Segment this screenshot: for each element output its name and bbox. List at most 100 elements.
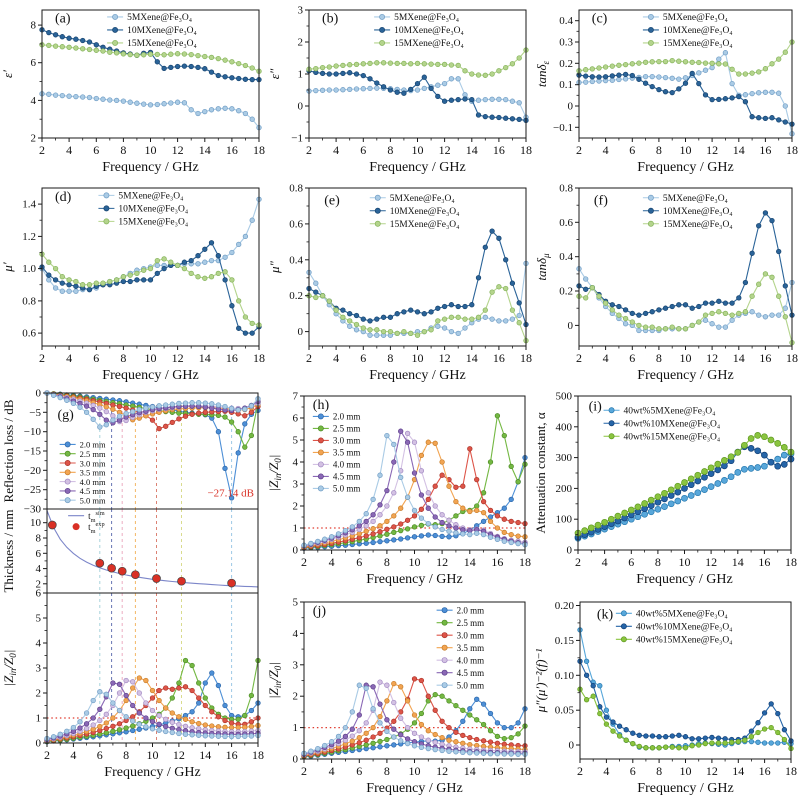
panel-letter: (f) (594, 193, 608, 208)
legend-item: 2.0 mm (312, 412, 360, 422)
x-tick-label: 12 (706, 764, 718, 778)
legend-label: 15MXene@Fe₃O₄ (118, 218, 188, 228)
x-tick-label: 6 (360, 351, 366, 365)
legend-label: tmexp (88, 521, 105, 535)
legend-label: 3.5 mm (457, 643, 485, 653)
x-tick-label: 16 (493, 143, 505, 157)
y-tick-label: 1 (293, 722, 299, 734)
x-tick-label: 6 (93, 143, 99, 157)
panel-letter: (b) (322, 12, 339, 27)
legend-item: 4.0 mm (59, 477, 106, 487)
y-tick-label: 3 (293, 659, 299, 671)
legend-item: 3.5 mm (312, 448, 361, 458)
panel-e: 0 0.2 0.4 0.6 0.8 μ″ (e) 5MXene@Fe₃O₄ 10MXene@Fe… (267, 180, 534, 388)
y-tick-label: 1.0 (22, 263, 36, 275)
chart-mu-prime: 0.6 0.8 1.0 1.2 1.4 μ′ (d) 5MXene@Fe₃O₄ 10MXene@… (0, 187, 265, 383)
y-tick-label: −5 (29, 407, 41, 419)
y-tick-label: 0.4 (559, 251, 573, 263)
legend-label: 3.5 mm (333, 448, 361, 458)
legend-label: 10MXene@Fe₃O₄ (127, 26, 197, 36)
legend-item: 3.0 mm (312, 436, 361, 446)
x-tick-label: 2 (44, 748, 50, 762)
data-series (306, 68, 529, 124)
legend-label: tmsim (88, 510, 105, 524)
x-tick-label: 14 (466, 143, 478, 157)
legend-item: 40wt%15MXene@Fe₃O₄ (615, 636, 733, 646)
panel-c: −0.1 0 0.1 0.2 0.3 0.4 tanδε (c) 5MXene@Fe₃O₄ 10M… (534, 2, 800, 180)
legend-label: 4.0 mm (333, 460, 361, 470)
x-tick-label: 10 (679, 555, 691, 569)
x-axis-label: Frequency / GHz (102, 160, 198, 175)
x-tick-label: 10 (409, 764, 421, 778)
panel-d: 0.6 0.8 1.0 1.2 1.4 μ′ (d) 5MXene@Fe₃O₄ 10MXene@… (0, 180, 267, 388)
subpanel-g-rl: 0 −5 −10 −15 −20 −25 −30 Reflection loss / dB (g… (1, 388, 261, 516)
y-tick-label: 0.4 (559, 15, 573, 27)
x-tick-label: 18 (253, 351, 265, 365)
x-tick-label: 4 (603, 143, 609, 157)
x-tick-label: 6 (630, 764, 636, 778)
legend-label: 5.0 mm (457, 680, 485, 690)
data-series (576, 210, 795, 318)
legend-label: 15MXene@Fe₃O₄ (390, 220, 460, 230)
y-tick-label: 0.1 (559, 79, 573, 91)
data-series (44, 675, 261, 744)
panel-letter: (i) (589, 400, 603, 415)
legend-label: 40wt%5MXene@Fe₃O₄ (636, 610, 728, 620)
subpanel-d: 0.6 0.8 1.0 1.2 1.4 μ′ (d) 5MXene@Fe₃O₄ 10MXene@… (0, 187, 262, 347)
legend-label: 10MXene@Fe₃O₄ (394, 26, 464, 36)
legend-label: 15MXene@Fe₃O₄ (394, 39, 464, 49)
y-tick-label: 0.6 (559, 217, 573, 229)
y-tick-label: 1 (36, 713, 42, 725)
y-tick-label: 200 (556, 483, 573, 495)
y-tick-label: 0.8 (289, 183, 303, 195)
x-tick-label: 18 (785, 555, 797, 569)
panel-letter: (a) (55, 12, 71, 27)
x-tick-label: 4 (602, 555, 608, 569)
x-tick-label: 18 (520, 143, 532, 157)
x-tick-label: 14 (464, 764, 476, 778)
x-tick-label: 18 (253, 143, 265, 157)
x-axis-label: Frequency / GHz (637, 160, 733, 175)
panel-g: 0 −5 −10 −15 −20 −25 −30 Reflection loss / dB (g… (0, 388, 267, 805)
y-axis-label: |Zin/Z0| (267, 455, 283, 492)
x-tick-label: 12 (706, 351, 718, 365)
y-axis-label: μ″ (267, 260, 282, 274)
y-tick-label: −25 (24, 484, 42, 496)
x-tick-label: 12 (172, 351, 184, 365)
legend-label: 3.0 mm (333, 436, 361, 446)
x-tick-label: 14 (733, 351, 745, 365)
legend-item: 15MXene@Fe₃O₄ (107, 39, 197, 49)
x-tick-label: 12 (173, 748, 185, 762)
y-axis-label: |Zin/Z0| (1, 650, 18, 687)
data-series (306, 228, 529, 328)
y-tick-label: 1 (293, 523, 299, 535)
y-tick-label: 0.05 (555, 705, 575, 717)
legend-label: 2.5 mm (80, 449, 106, 459)
subpanel-h: 0 1 2 3 4 5 6 7 |Zin/Z0| (h)2.0 mm 2.5 mm 3.0 mm 3.5… (267, 391, 528, 557)
legend-item: 2.5 mm (59, 449, 106, 459)
x-tick-label: 14 (199, 351, 211, 365)
legend-item: 4.5 mm (312, 472, 361, 482)
legend-label: 5MXene@Fe₃O₄ (394, 13, 459, 23)
legend-label: 4.5 mm (333, 472, 361, 482)
y-tick-label: 1.2 (22, 231, 36, 243)
legend-label: 10MXene@Fe₃O₄ (390, 207, 460, 217)
y-tick-label: 0 (567, 545, 573, 557)
x-tick-label: 14 (199, 748, 211, 762)
data-series (577, 686, 794, 752)
legend-label: 15MXene@Fe₃O₄ (663, 39, 733, 49)
legend-label: 2.5 mm (457, 618, 485, 628)
x-tick-label: 6 (629, 143, 635, 157)
y-tick-label: 0 (36, 738, 42, 750)
y-tick-label: 400 (556, 421, 573, 433)
x-tick-label: 14 (466, 351, 478, 365)
data-series (44, 390, 261, 430)
data-series (44, 677, 261, 743)
x-tick-label: 6 (97, 748, 103, 762)
x-tick-label: 14 (464, 555, 476, 569)
legend-label: 5MXene@Fe₃O₄ (127, 13, 192, 23)
y-tick-label: 7 (293, 391, 299, 403)
